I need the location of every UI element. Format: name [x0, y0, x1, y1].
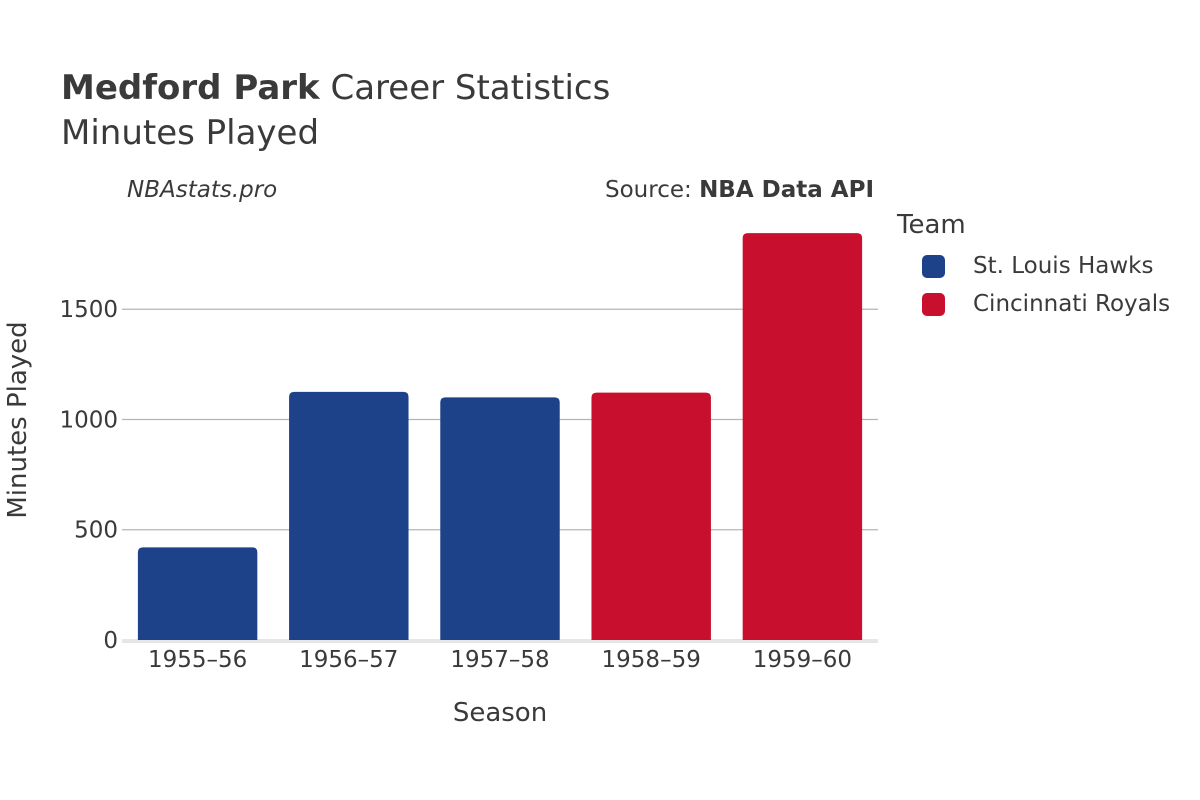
y-axis-ticks: 0 500 1000 1500	[59, 297, 118, 654]
x-tick-label: 1958–59	[602, 647, 701, 673]
chart-subtitle: Minutes Played	[61, 113, 320, 153]
bar-1959–60[interactable]	[742, 233, 863, 640]
y-tick-label: 1000	[59, 407, 118, 433]
x-axis-label: Season	[453, 698, 547, 728]
legend-swatch-hawks	[922, 254, 945, 278]
bar-1958–59[interactable]	[591, 392, 711, 640]
bar-1957–58[interactable]	[440, 397, 560, 640]
source-prefix: Source:	[605, 177, 700, 203]
y-tick-label: 500	[74, 518, 118, 544]
chart-title: Medford Park Career Statistics	[61, 66, 610, 110]
source-name: NBA Data API	[699, 177, 874, 203]
legend-title: Team	[897, 210, 966, 240]
player-name: Medford Park	[61, 68, 320, 108]
legend-item-cincinnati-royals[interactable]: Cincinnati Royals	[922, 291, 1170, 317]
x-axis-ticks: 1955–56 1956–57 1957–58 1958–59 1959–60	[148, 647, 852, 673]
y-tick-label: 0	[103, 628, 118, 654]
legend-label: Cincinnati Royals	[973, 291, 1171, 317]
title-rest: Career Statistics	[330, 68, 611, 108]
x-tick-label: 1959–60	[753, 647, 852, 673]
bar-1956–57[interactable]	[289, 391, 409, 640]
x-tick-label: 1955–56	[148, 647, 247, 673]
y-tick-label: 1500	[59, 297, 118, 323]
x-tick-label: 1956–57	[299, 647, 398, 673]
legend-label: St. Louis Hawks	[973, 253, 1154, 279]
bars	[137, 233, 863, 640]
bar-1955–56[interactable]	[137, 547, 258, 640]
site-credit: NBAstats.pro	[127, 177, 278, 203]
data-source: Source: NBA Data API	[605, 177, 874, 203]
legend-swatch-royals	[922, 292, 945, 316]
legend-item-st-louis-hawks[interactable]: St. Louis Hawks	[922, 253, 1154, 279]
x-tick-label: 1957–58	[450, 647, 549, 673]
y-axis-label: Minutes Played	[3, 321, 33, 518]
